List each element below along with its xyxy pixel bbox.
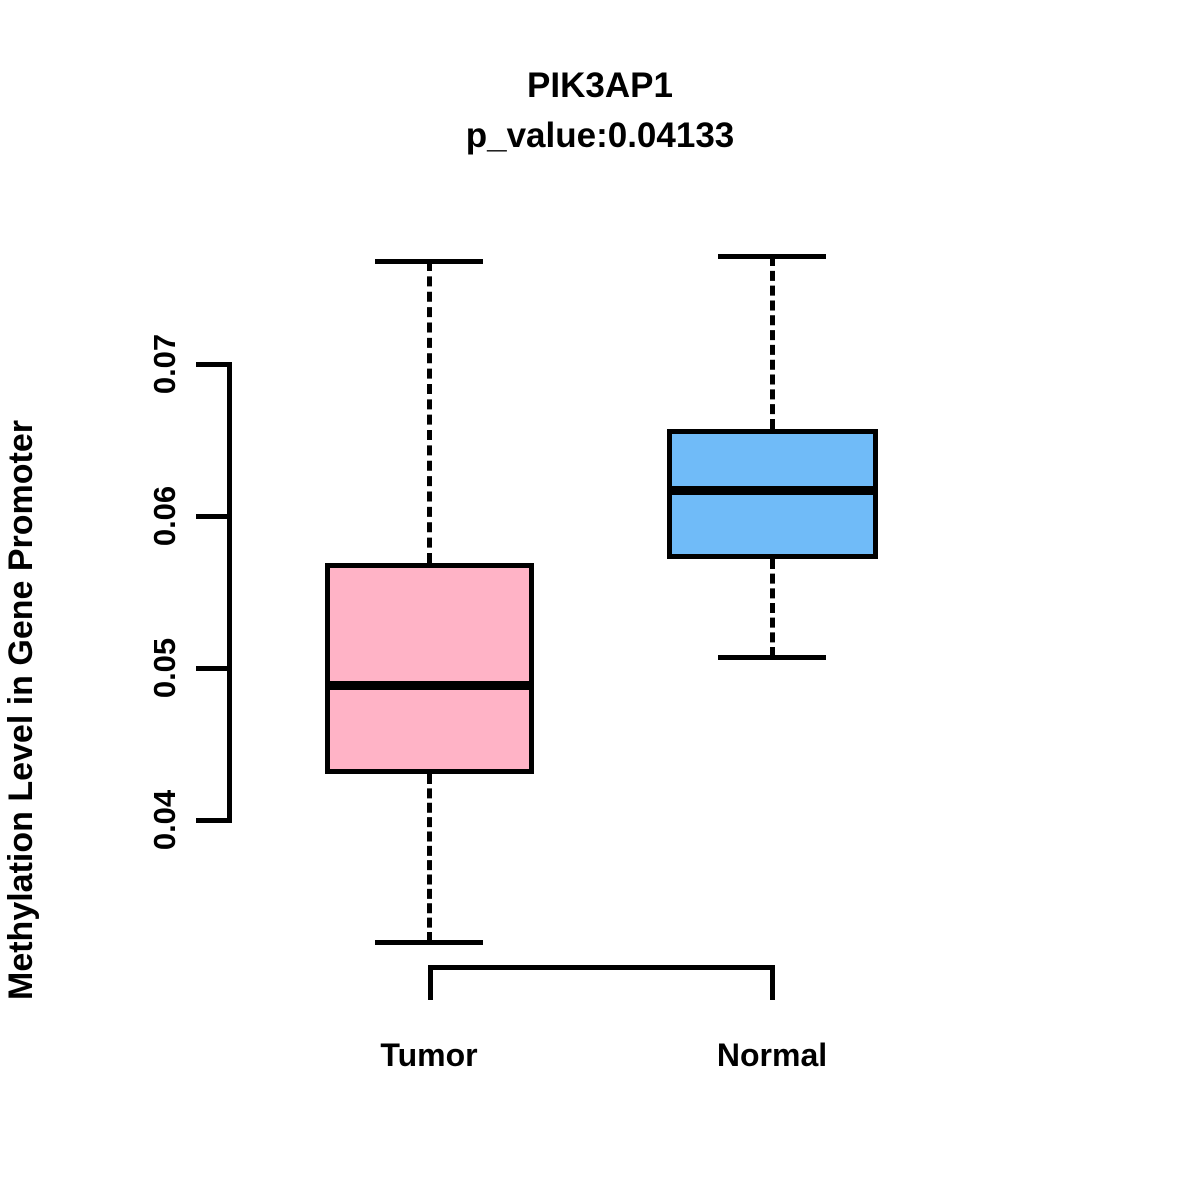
x-axis-tick-tumor	[428, 965, 433, 1000]
normal-lower-whisker	[770, 558, 775, 658]
x-axis-tick-label-tumor: Tumor	[380, 1037, 478, 1073]
y-axis-title: Methylation Level in Gene Promoter	[2, 419, 40, 1000]
y-axis-line	[227, 364, 232, 823]
y-axis-tick-label-1: 0.06	[147, 485, 182, 547]
y-axis-tick-0.07	[196, 362, 232, 367]
x-axis-line	[428, 965, 775, 970]
x-axis-tick-normal	[770, 965, 775, 1000]
tumor-median-line	[324, 680, 534, 690]
tumor-upper-whisker-cap	[375, 258, 483, 264]
tumor-lower-whisker-cap	[375, 939, 483, 945]
normal-lower-whisker-cap	[718, 655, 826, 661]
y-axis-tick-label-0: 0.07	[147, 333, 182, 395]
normal-median-line	[666, 486, 878, 496]
y-axis-tick-0.04	[196, 818, 232, 823]
y-axis-tick-0.06	[196, 514, 232, 519]
y-axis-tick-label-3: 0.04	[147, 789, 182, 851]
tumor-upper-whisker	[427, 260, 432, 564]
y-axis-tick-label-2: 0.05	[147, 637, 182, 699]
y-axis-tick-0.05	[196, 666, 232, 671]
chart-subtitle-pvalue: p_value:0.04133	[465, 116, 735, 155]
tumor-lower-whisker	[427, 774, 432, 942]
chart-title: PIK3AP1	[527, 66, 673, 105]
normal-upper-whisker	[770, 256, 775, 430]
x-axis-tick-label-normal: Normal	[716, 1037, 828, 1073]
tumor-box	[324, 563, 534, 775]
normal-upper-whisker-cap	[718, 254, 826, 260]
